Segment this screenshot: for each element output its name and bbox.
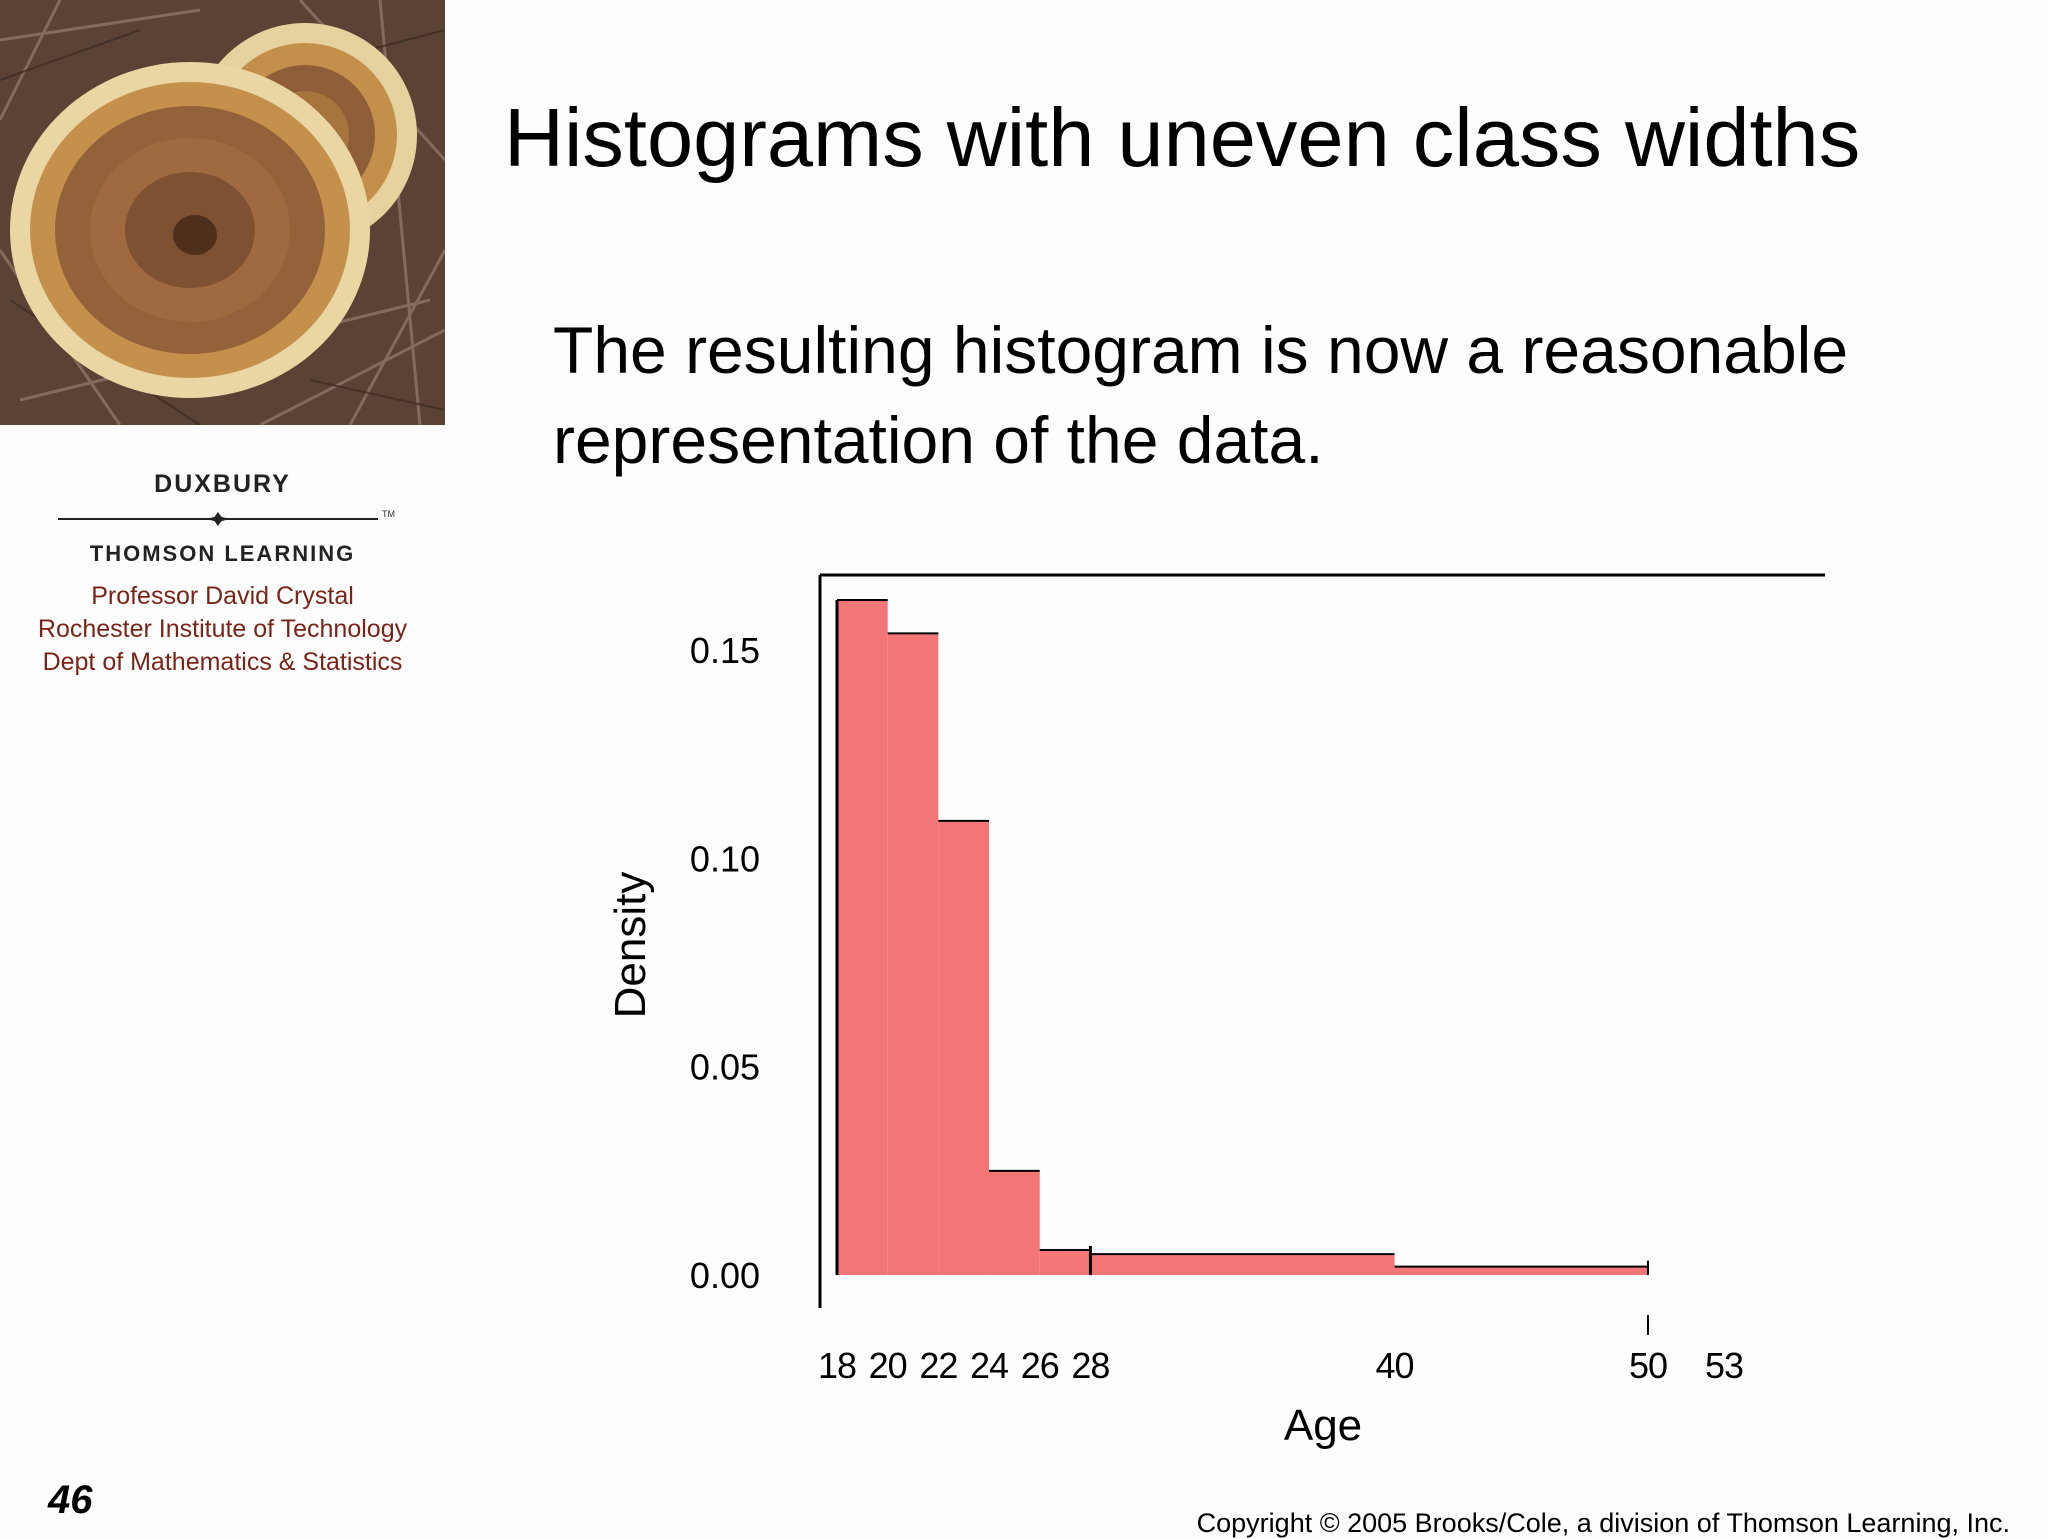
y-tick-label: 0.05: [690, 1047, 760, 1088]
slide-body-text: The resulting histogram is now a reasona…: [553, 313, 1849, 477]
mushroom-photo: [0, 0, 445, 425]
star-divider-icon: [58, 512, 378, 526]
author-name: Professor David Crystal: [91, 582, 354, 610]
copyright-notice: Copyright © 2005 Brooks/Cole, a division…: [1196, 1508, 2010, 1538]
publisher-logo: DUXBURY TM THOMSON LEARNING: [0, 460, 445, 570]
x-tick-label: 22: [919, 1345, 957, 1386]
x-tick-label: 20: [869, 1345, 907, 1386]
histogram-bar: [887, 633, 939, 1275]
y-axis-title: Density: [606, 872, 655, 1019]
histogram-bar: [1090, 1254, 1395, 1275]
x-tick-label: 18: [818, 1345, 856, 1386]
trademark-mark: TM: [382, 509, 395, 519]
histogram-bar: [938, 820, 990, 1275]
publisher-name: DUXBURY: [154, 470, 291, 498]
x-axis-title: Age: [1284, 1401, 1362, 1450]
x-tick-label: 50: [1629, 1345, 1667, 1386]
department-name: Dept of Mathematics & Statistics: [42, 648, 403, 676]
x-tick-label: 24: [970, 1345, 1008, 1386]
y-tick-label: 0.10: [690, 838, 760, 879]
institution-name: Rochester Institute of Technology: [37, 615, 408, 643]
y-tick-label: 0.15: [690, 630, 760, 671]
histogram-bar: [1039, 1250, 1091, 1275]
histogram-chart: 0.00 0.05 0.10 0.15 18 20 22 24 26 28 40 50 53 Age Den…: [606, 573, 1825, 1450]
histogram-bar: [989, 1170, 1040, 1275]
x-tick-label: 28: [1071, 1345, 1109, 1386]
x-tick-label: 26: [1021, 1345, 1059, 1386]
author-credit: Professor David Crystal Rochester Instit…: [0, 580, 445, 679]
x-tick-label: 40: [1376, 1345, 1414, 1386]
publisher-subtitle: THOMSON LEARNING: [89, 541, 356, 566]
slide-title: Histograms with uneven class widths: [504, 91, 1861, 184]
y-tick-label: 0.00: [690, 1255, 760, 1296]
histogram-bar: [1394, 1266, 1648, 1275]
x-tick-label: 53: [1705, 1345, 1743, 1386]
histogram-bar: [837, 600, 888, 1275]
slide-number: 46: [48, 1478, 93, 1522]
